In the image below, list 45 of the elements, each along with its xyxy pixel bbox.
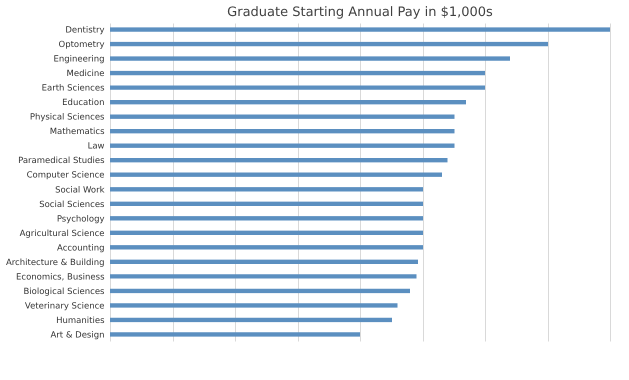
bar [110, 303, 398, 308]
y-tick-label: Education [62, 98, 104, 108]
bar [110, 318, 392, 322]
bar [110, 288, 410, 294]
y-tick-label: Mathematics [50, 127, 106, 138]
bar [110, 158, 448, 162]
y-tick-label: Biological Sciences [23, 286, 106, 297]
y-tick-label: Computer Science [26, 170, 104, 181]
bar [110, 114, 454, 119]
bar [110, 332, 360, 337]
bar [110, 274, 416, 279]
bar [110, 202, 423, 206]
bar [110, 70, 485, 76]
y-tick-label: Paramedical Studies [18, 156, 106, 166]
y-tick-label: Agricultural Science [20, 228, 104, 239]
y-tick-label: Accounting [57, 243, 104, 254]
bar [110, 260, 418, 264]
bar [110, 56, 510, 61]
y-tick-label: Economics, Business [16, 272, 106, 282]
y-tick-label: Art & Design [50, 330, 104, 340]
y-tick-label: Earth Sciences [42, 84, 106, 94]
bar [110, 100, 466, 104]
bar [110, 187, 423, 192]
y-tick-label: Dentistry [65, 26, 104, 36]
y-tick-label: Optometry [58, 40, 104, 50]
bar [110, 27, 610, 32]
y-tick-label: Psychology [56, 214, 104, 224]
y-tick-label: Social Work [55, 185, 105, 196]
bar [110, 245, 423, 250]
y-tick-label: Engineering [54, 54, 104, 65]
bar [110, 129, 454, 134]
y-tick-label: Social Sciences [39, 200, 106, 210]
bar [110, 172, 442, 177]
bar [110, 144, 454, 148]
bar [110, 230, 423, 235]
y-tick-label: Law [88, 142, 105, 152]
y-tick-label: Physical Sciences [30, 112, 106, 123]
y-tick-label: Architecture & Building [6, 258, 104, 268]
bar [110, 85, 485, 90]
chart-title: Graduate Starting Annual Pay in $1,000s [227, 5, 494, 20]
y-tick-label: Humanities [56, 316, 106, 326]
y-tick-label: Veterinary Science [24, 301, 104, 312]
bar [110, 42, 548, 46]
bar [110, 216, 423, 220]
y-tick-label: Medicine [66, 69, 104, 80]
